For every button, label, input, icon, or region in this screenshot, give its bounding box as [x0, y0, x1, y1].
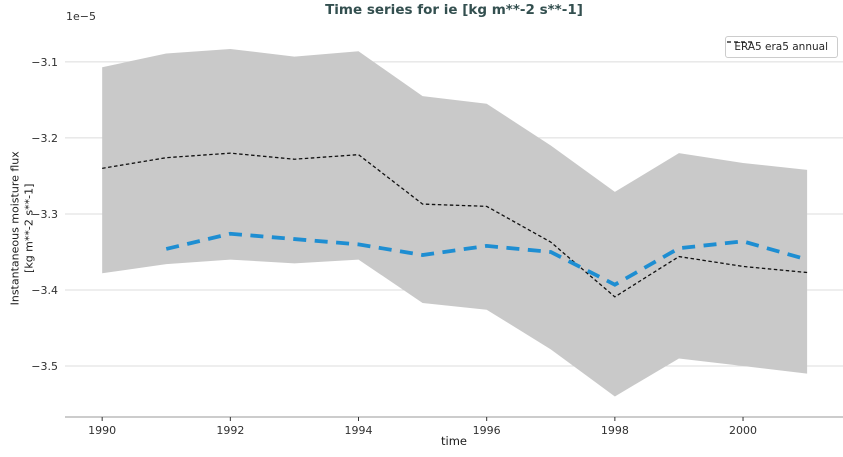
legend-item-label: ERA5 era5 annual	[734, 41, 828, 53]
y-axis-offset-text: 1e−5	[66, 10, 96, 23]
y-tick-label: −3.2	[31, 132, 58, 145]
legend: ERA5 era5 annual	[725, 36, 838, 58]
y-tick-label: −3.3	[31, 208, 58, 221]
y-axis-label-line2: [kg m**-2 s**-1]	[23, 183, 36, 273]
y-axis-label-line1: Instantaneous moisture flux	[8, 151, 22, 306]
legend-line-sample	[727, 41, 753, 43]
x-tick-label: 1990	[88, 424, 116, 437]
series-line-1	[165, 231, 808, 287]
uncertainty-band	[102, 48, 808, 397]
x-tick-label: 1996	[473, 424, 501, 437]
x-tick-label: 1994	[345, 424, 373, 437]
y-axis-label: Instantaneous moisture flux [kg m**-2 s*…	[9, 128, 38, 328]
x-tick-label: 1998	[601, 424, 629, 437]
y-tick-label: −3.4	[31, 284, 58, 297]
chart-title: Time series for ie [kg m**-2 s**-1]	[325, 2, 583, 18]
y-tick-label: −3.1	[31, 56, 58, 69]
x-tick-label: 2000	[729, 424, 757, 437]
x-tick-label: 1992	[216, 424, 244, 437]
y-tick-label: −3.5	[31, 360, 58, 373]
x-axis-label: time	[441, 434, 467, 448]
